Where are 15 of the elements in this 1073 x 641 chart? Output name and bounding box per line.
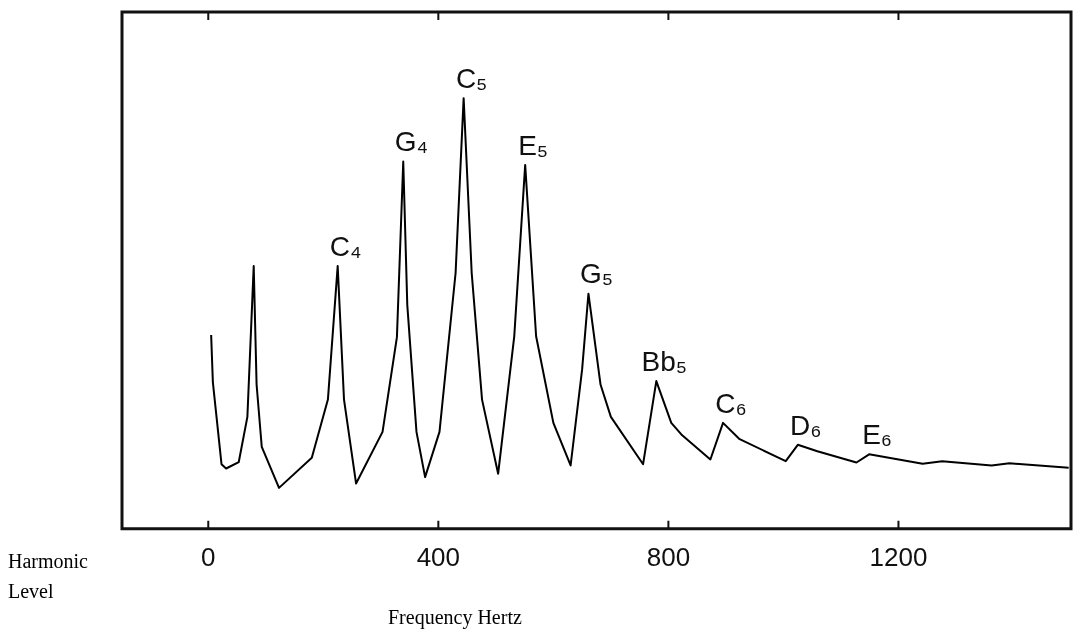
annotation: C₄: [329, 230, 362, 262]
x-tick-label: 0: [201, 541, 216, 572]
annotation: D₆: [790, 409, 822, 441]
annotation: C₅: [455, 62, 488, 94]
annotation: E₆: [862, 419, 893, 451]
annotation: C₆: [715, 387, 747, 419]
x-axis-title: Frequency Hertz: [388, 606, 522, 629]
annotation: E₅: [518, 129, 549, 161]
x-tick-label: 1200: [869, 541, 928, 572]
x-tick-label: 800: [646, 541, 691, 572]
annotation: G₄: [394, 126, 428, 158]
annotation: Bb₅: [641, 345, 688, 377]
x-tick-label: 400: [416, 541, 461, 572]
annotation: G₅: [579, 258, 613, 290]
y-axis-title: Harmonic Level: [8, 549, 89, 604]
